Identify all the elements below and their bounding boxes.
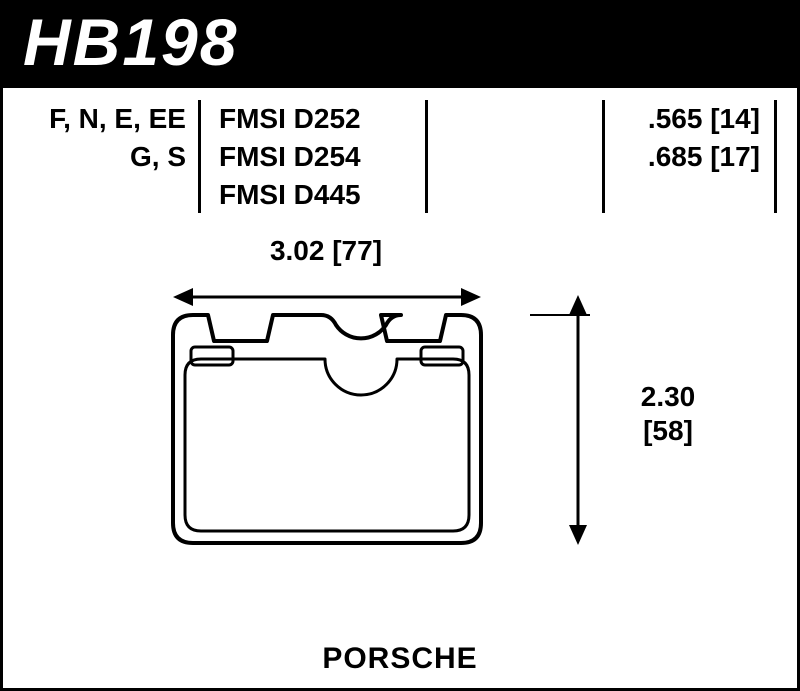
vehicle-brand: PORSCHE (3, 642, 797, 676)
thickness-column: .565 [14] .685 [17] (602, 100, 777, 213)
width-dimension-label: 3.02 [77] (211, 235, 441, 267)
height-dimension-label: 2.30 [58] (608, 380, 728, 447)
height-value: 2.30 (641, 381, 696, 412)
thickness-value: .565 [14] (619, 100, 760, 138)
height-metric: [58] (643, 415, 693, 446)
part-number: HB198 (23, 5, 238, 79)
compounds-column: F, N, E, EE G, S (23, 100, 198, 213)
spacer-column (428, 100, 602, 213)
fmsi-code: FMSI D254 (219, 138, 407, 176)
fmsi-code: FMSI D445 (219, 176, 407, 214)
fmsi-column: FMSI D252 FMSI D254 FMSI D445 (198, 100, 428, 213)
fmsi-code: FMSI D252 (219, 100, 407, 138)
compounds-line: F, N, E, EE (23, 100, 186, 138)
compounds-line: G, S (23, 138, 186, 176)
spec-row: F, N, E, EE G, S FMSI D252 FMSI D254 FMS… (3, 88, 797, 213)
thickness-value: .685 [17] (619, 138, 760, 176)
diagram-area: 3.02 [77] 2.30 [58] PORSCHE (3, 235, 797, 688)
header-bar: HB198 (3, 0, 797, 88)
spec-sheet: HB198 F, N, E, EE G, S FMSI D252 FMSI D2… (0, 0, 800, 691)
